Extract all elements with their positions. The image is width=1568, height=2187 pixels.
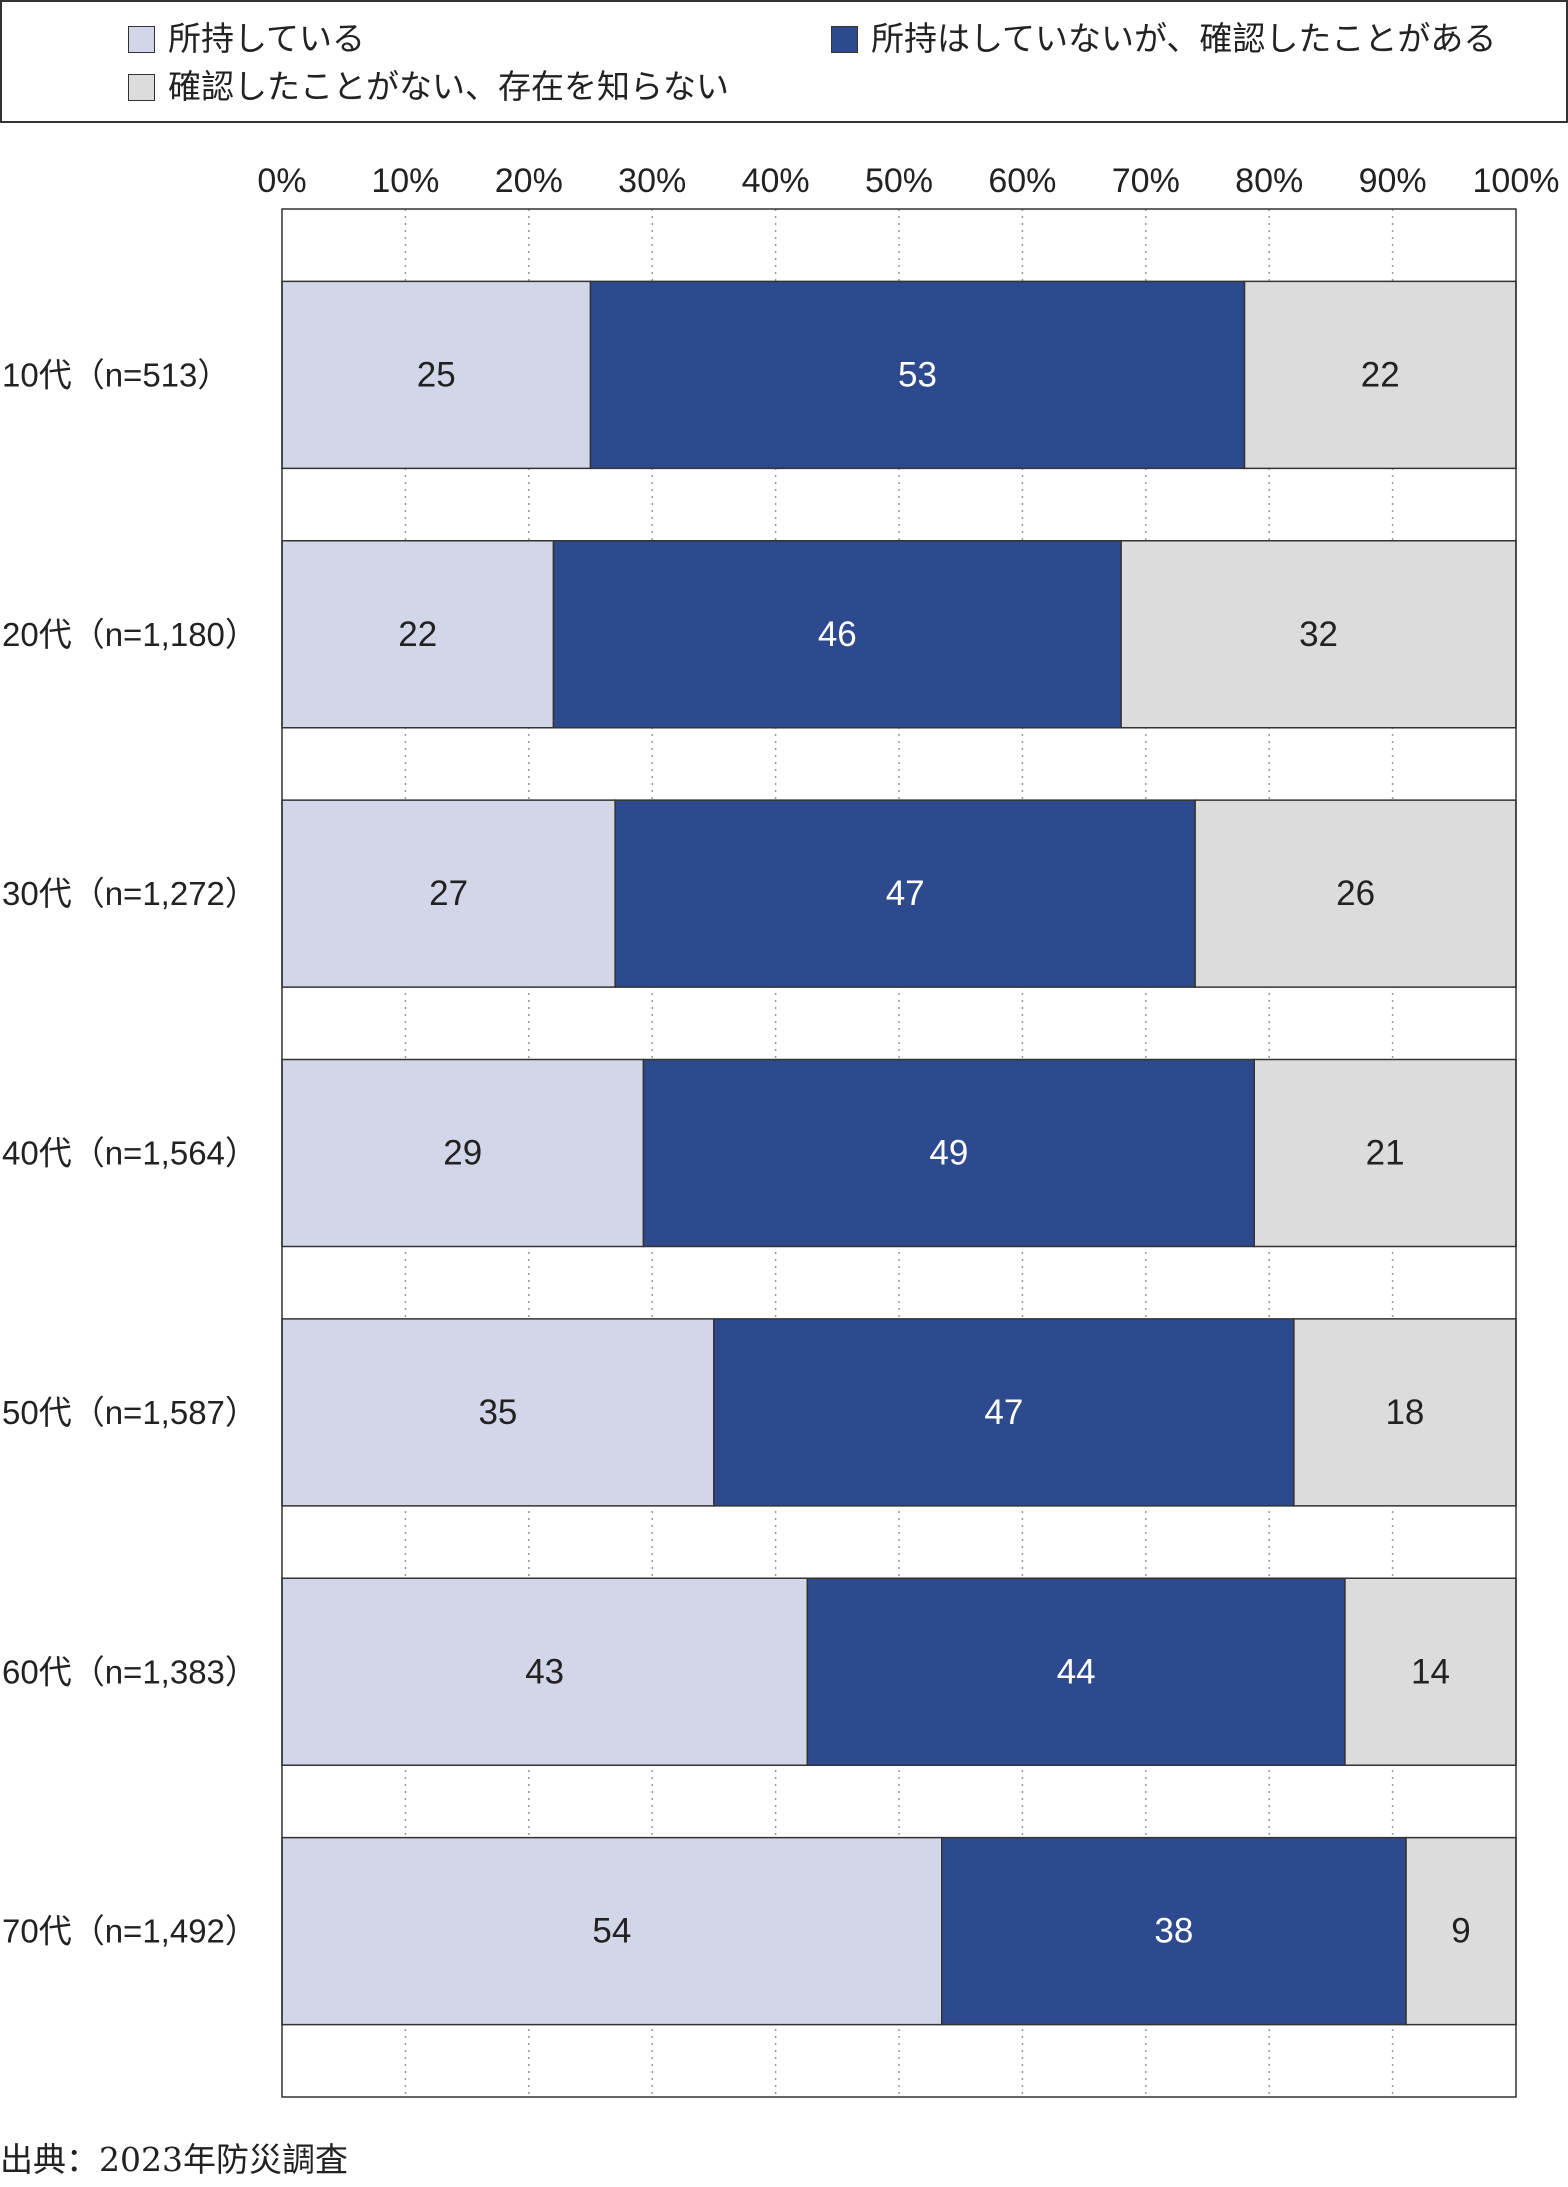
bar-segment <box>281 1836 943 2026</box>
category-label: 70代（n=1,492） <box>2 1913 258 1950</box>
bar-segment <box>713 1318 1295 1507</box>
legend-swatch <box>831 25 858 53</box>
legend-item-owned: 所持している <box>128 19 365 59</box>
x-tick-label: 70% <box>1112 162 1180 200</box>
data-label: 47 <box>886 874 925 913</box>
bar-segment <box>1243 280 1517 470</box>
bar-segment <box>281 799 616 988</box>
data-label: 18 <box>1385 1393 1424 1432</box>
x-tick-label: 50% <box>865 162 933 200</box>
x-tick-label: 60% <box>988 162 1056 200</box>
bar-segment <box>1253 1058 1517 1248</box>
bar-segment <box>281 280 592 470</box>
bar-segment <box>1344 1577 1517 1766</box>
data-label: 25 <box>417 355 456 394</box>
legend-label: 確認したことがない、存在を知らない <box>168 68 729 105</box>
data-label: 46 <box>818 615 857 654</box>
x-tick-label: 10% <box>371 162 439 200</box>
bar-segment <box>589 280 1246 470</box>
data-label: 14 <box>1411 1652 1450 1691</box>
data-label: 44 <box>1057 1652 1096 1691</box>
data-label: 26 <box>1336 874 1375 913</box>
data-label: 38 <box>1154 1912 1193 1951</box>
data-label: 9 <box>1451 1912 1470 1951</box>
bar-segment <box>281 540 555 729</box>
bar-segment <box>642 1058 1255 1248</box>
data-label: 35 <box>478 1393 517 1432</box>
legend: 所持している 所持はしていないが、確認したことがある 確認したことがない、存在を… <box>0 0 1568 123</box>
data-label: 54 <box>592 1912 631 1951</box>
data-label: 29 <box>443 1134 482 1173</box>
legend-item-never-seen: 確認したことがない、存在を知らない <box>128 67 729 107</box>
category-label: 10代（n=513） <box>2 356 230 393</box>
data-label: 49 <box>929 1134 968 1173</box>
category-label: 40代（n=1,564） <box>2 1135 258 1172</box>
legend-swatch <box>128 73 155 101</box>
data-label: 22 <box>398 615 437 654</box>
data-label: 32 <box>1299 615 1338 654</box>
bar-segment <box>552 540 1122 729</box>
bar-segment <box>1293 1318 1517 1507</box>
data-label: 27 <box>429 874 468 913</box>
plot-border <box>281 208 1517 2098</box>
category-label: 20代（n=1,180） <box>2 616 258 653</box>
data-label: 53 <box>898 355 937 394</box>
bar-segment <box>281 1058 645 1248</box>
category-label: 50代（n=1,587） <box>2 1394 258 1431</box>
legend-label: 所持はしていないが、確認したことがある <box>871 20 1497 57</box>
data-label: 43 <box>525 1652 564 1691</box>
bar-segment <box>806 1577 1346 1766</box>
data-label: 21 <box>1366 1134 1405 1173</box>
x-tick-label: 0% <box>257 162 306 200</box>
x-tick-label: 100% <box>1473 162 1560 200</box>
legend-label: 所持している <box>168 20 366 57</box>
bar-segment <box>614 799 1196 988</box>
bar-segment <box>1405 1836 1517 2026</box>
legend-item-seen-not-owned: 所持はしていないが、確認したことがある <box>831 19 1496 59</box>
category-label: 30代（n=1,272） <box>2 875 258 912</box>
bar-segment <box>1120 540 1517 729</box>
x-tick-label: 80% <box>1235 162 1303 200</box>
category-label: 60代（n=1,383） <box>2 1653 258 1690</box>
x-tick-label: 90% <box>1359 162 1427 200</box>
bar-segment <box>281 1318 715 1507</box>
data-label: 47 <box>984 1393 1023 1432</box>
x-tick-label: 30% <box>618 162 686 200</box>
source-note: 出典：2023年防災調査 <box>0 2140 348 2179</box>
bar-segment <box>1194 799 1517 988</box>
legend-swatch <box>128 25 155 53</box>
x-tick-label: 20% <box>495 162 563 200</box>
bar-segment <box>281 1577 809 1766</box>
data-label: 22 <box>1361 355 1400 394</box>
bar-segment <box>941 1836 1407 2026</box>
x-tick-label: 40% <box>742 162 810 200</box>
